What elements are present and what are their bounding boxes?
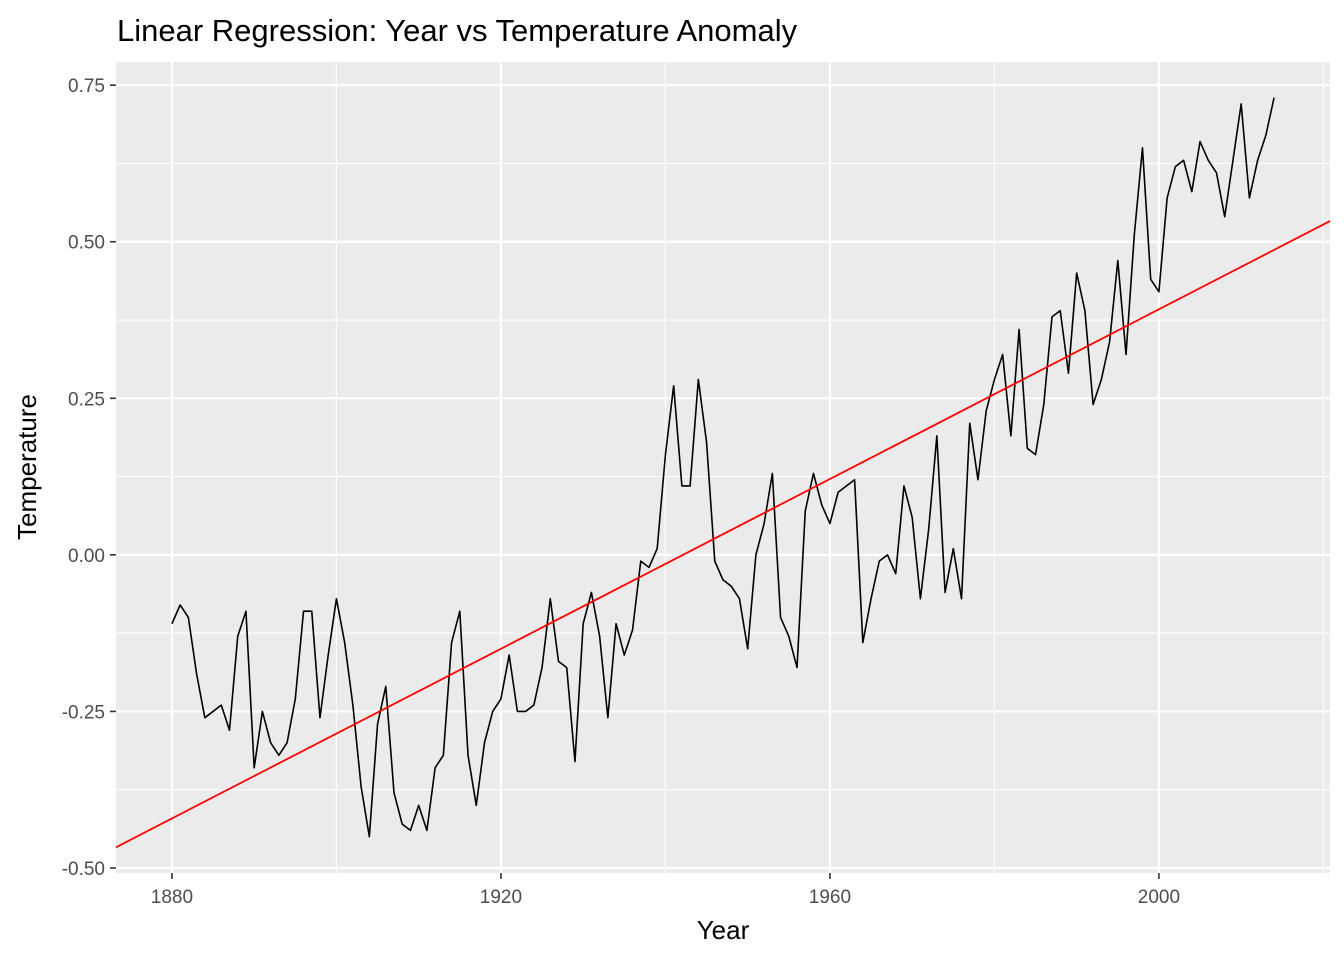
major-gridlines bbox=[116, 62, 1330, 873]
y-tick-label: 0.25 bbox=[68, 389, 105, 410]
y-tick-label: 0.00 bbox=[68, 546, 105, 567]
x-tick-label: 1920 bbox=[480, 887, 522, 908]
regression-line bbox=[115, 220, 1331, 849]
y-axis-title: Temperature bbox=[12, 394, 42, 540]
x-tick-label: 1880 bbox=[151, 887, 193, 908]
y-tick-label: -0.50 bbox=[62, 859, 105, 880]
y-tick-label: 0.50 bbox=[68, 233, 105, 254]
y-tick-label: -0.25 bbox=[62, 702, 105, 723]
y-axis: -0.50 -0.25 0.00 0.25 0.50 0.75 bbox=[62, 76, 116, 880]
plot-panel bbox=[116, 62, 1330, 873]
x-axis: 1880 1920 1960 2000 bbox=[151, 873, 1180, 908]
x-tick-label: 1960 bbox=[809, 887, 851, 908]
x-axis-title: Year bbox=[697, 915, 750, 945]
minor-gridlines bbox=[116, 62, 1330, 873]
chart-title: Linear Regression: Year vs Temperature A… bbox=[117, 13, 798, 48]
series-layer bbox=[115, 97, 1331, 849]
x-tick-label: 2000 bbox=[1138, 887, 1180, 908]
y-tick-label: 0.75 bbox=[68, 76, 105, 97]
temperature-anomaly-line bbox=[171, 97, 1275, 838]
